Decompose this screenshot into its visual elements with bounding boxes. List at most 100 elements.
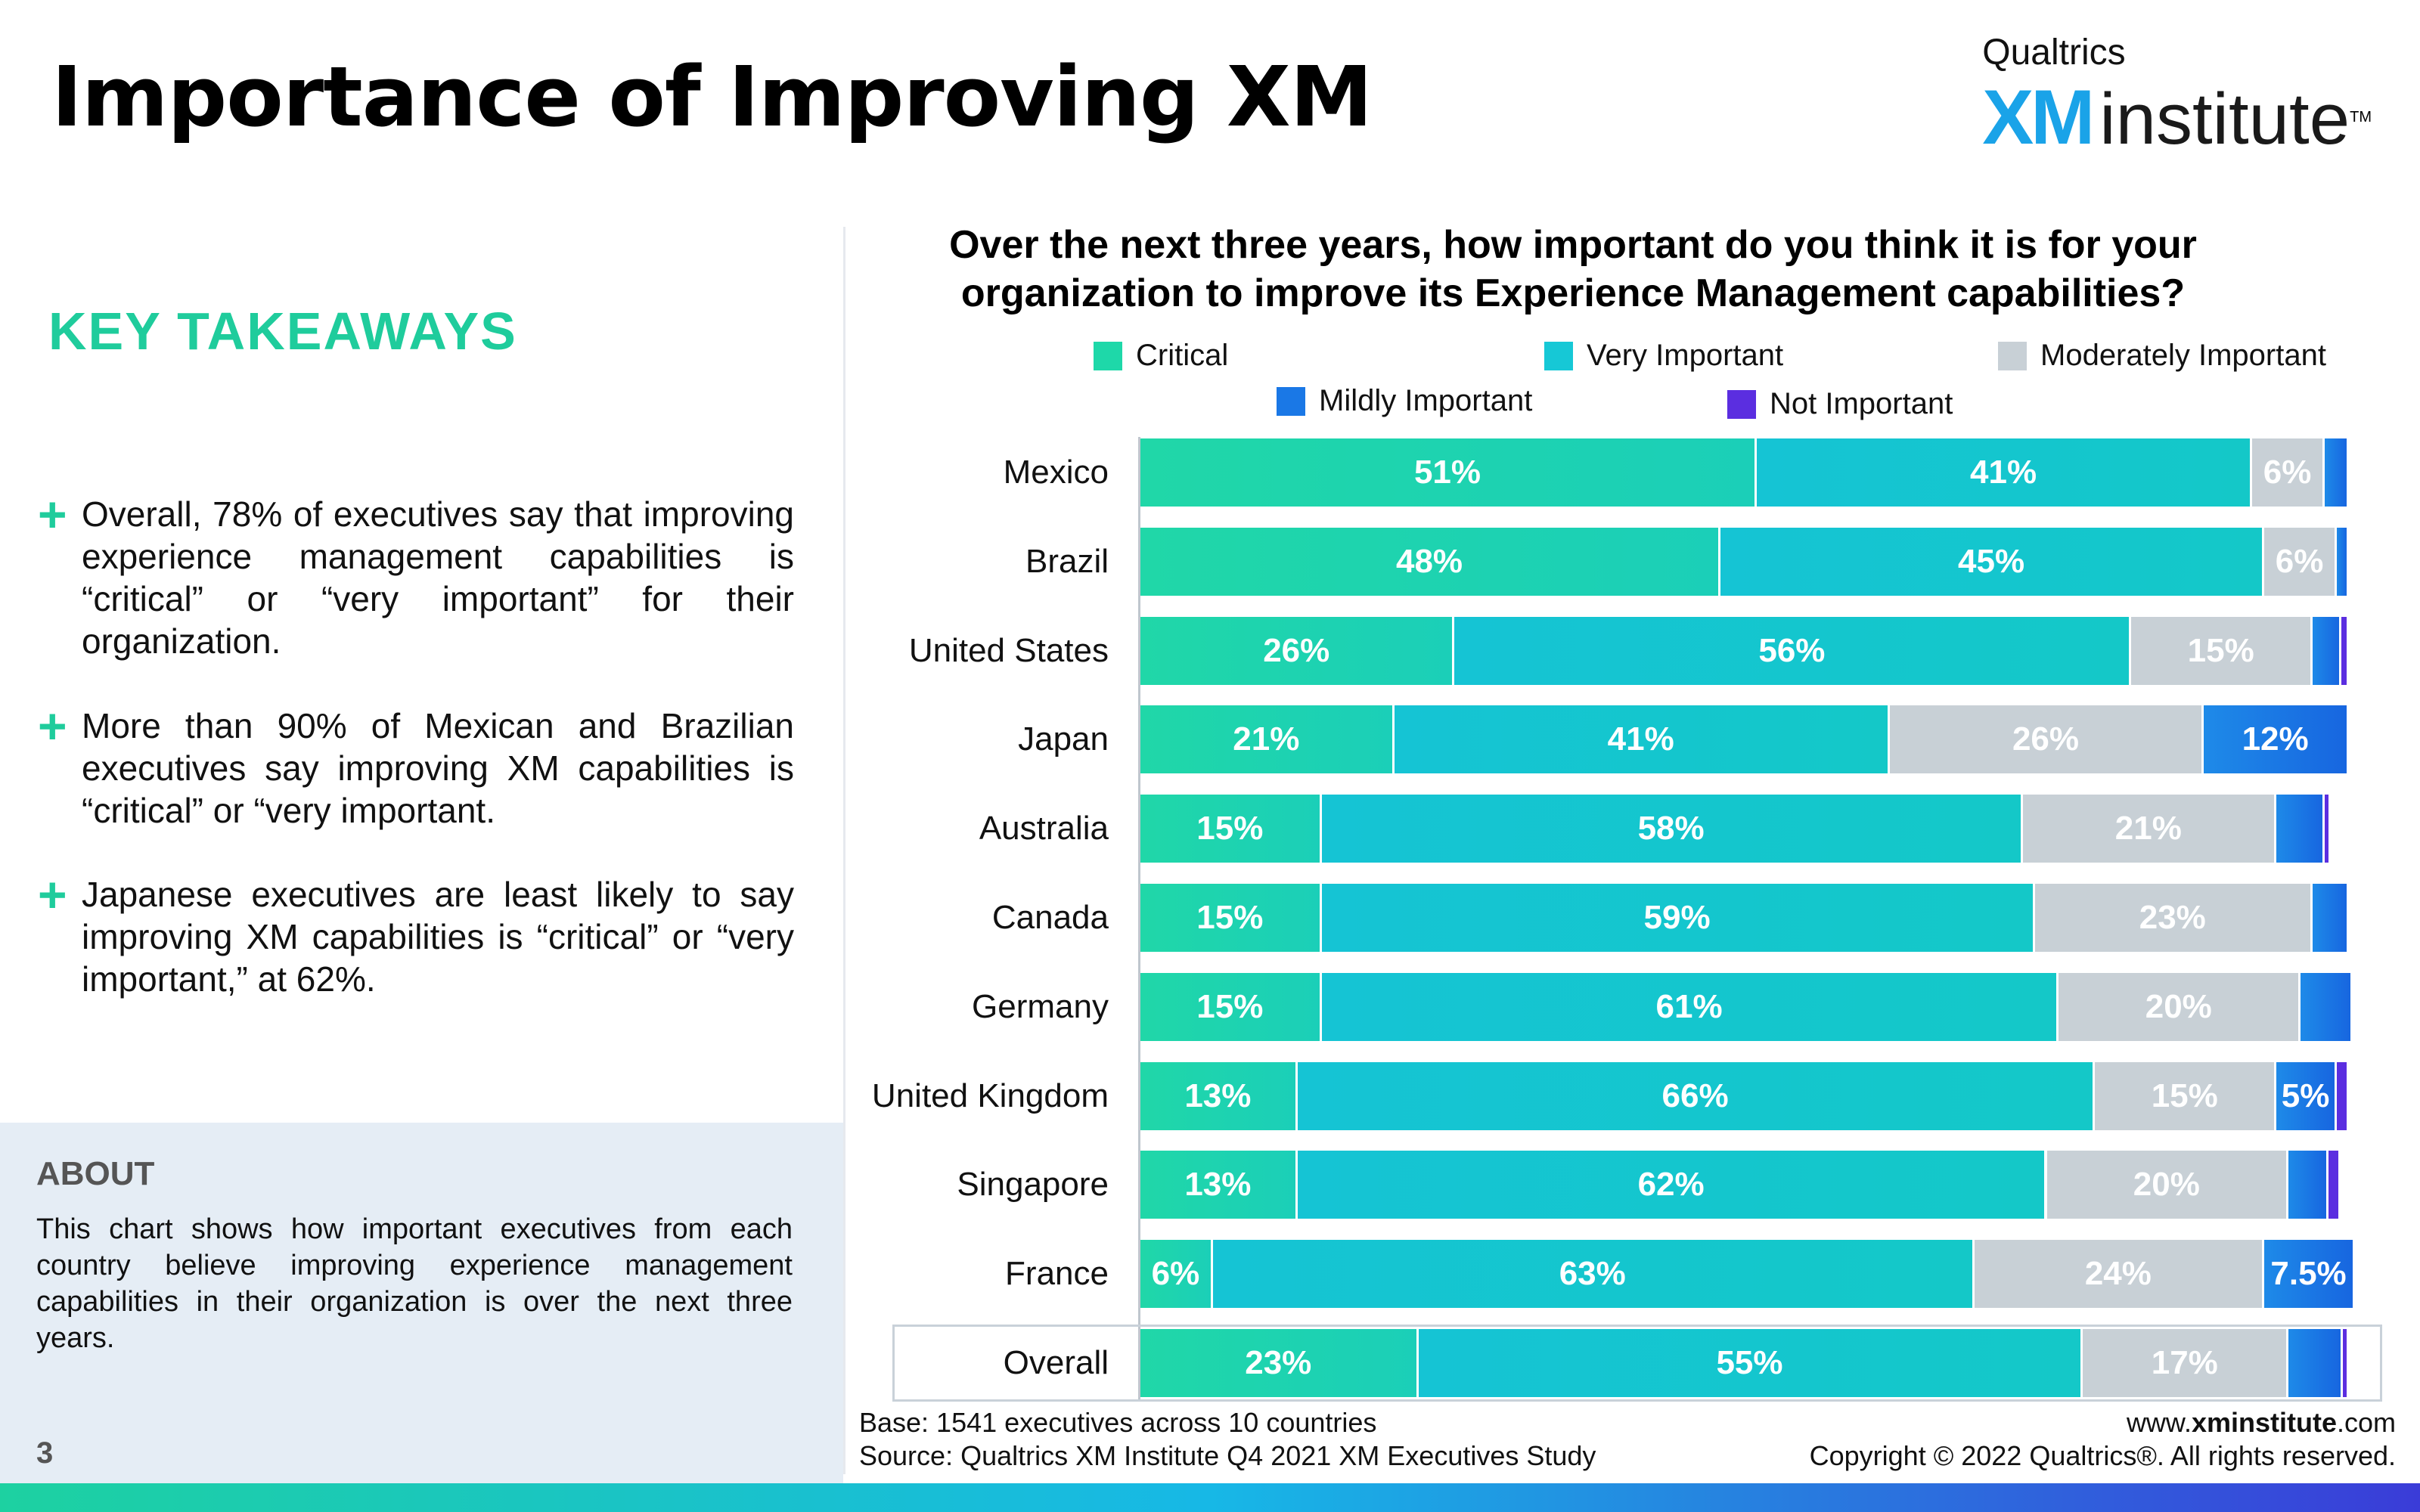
legend-swatch xyxy=(1094,341,1122,370)
bar-segment-very-important: 45% xyxy=(1720,527,2265,596)
category-label: United Kingdom xyxy=(871,1077,1109,1114)
data-label: 21% xyxy=(1233,720,1300,758)
legend-label: Moderately Important xyxy=(2040,339,2326,372)
plus-icon: + xyxy=(38,698,67,754)
data-label: 51% xyxy=(1413,454,1481,491)
data-label: 41% xyxy=(1970,454,2037,491)
bar-segment-very-important: 61% xyxy=(1321,972,2059,1041)
bar-segment-critical: 15% xyxy=(1140,884,1322,952)
bar-segment-moderately-important: 15% xyxy=(2095,1061,2277,1130)
data-label: 20% xyxy=(2133,1166,2200,1204)
bar-segment-very-important: 41% xyxy=(1394,705,1890,774)
bar-row: 13% 66% 15% 5% xyxy=(1140,1061,2349,1130)
legend-label: Critical xyxy=(1136,339,1229,372)
data-label: 6% xyxy=(1151,1255,1200,1293)
footer-url[interactable]: www.xminstitute.com xyxy=(1810,1406,2396,1439)
bar-segment-mildly-important xyxy=(2325,438,2349,507)
footer-right: www.xminstitute.com Copyright © 2022 Qua… xyxy=(1810,1406,2396,1473)
legend-item-very-important: Very Important xyxy=(1544,339,1783,373)
bar-segment-very-important: 63% xyxy=(1212,1240,1975,1309)
data-label: 55% xyxy=(1716,1344,1783,1381)
bar-segment-mildly-important: 12% xyxy=(2204,705,2349,774)
bar-row: 13% 62% 20% xyxy=(1140,1151,2349,1219)
data-label: 20% xyxy=(2145,987,2212,1025)
category-label: Brazil xyxy=(1025,542,1109,580)
bar-segment-moderately-important: 20% xyxy=(2059,972,2301,1041)
bar-segment-mildly-important xyxy=(2288,1151,2328,1219)
bar-row: 48% 45% 6% xyxy=(1140,527,2349,596)
footer-base: Base: 1541 executives across 10 countrie… xyxy=(859,1407,1377,1438)
legend-label: Very Important xyxy=(1587,339,1784,372)
bar-segment-critical: 23% xyxy=(1140,1329,1419,1397)
bar-row: 15% 61% 20% xyxy=(1140,972,2353,1041)
data-label: 17% xyxy=(2151,1344,2218,1381)
logo-tm: TM xyxy=(2350,109,2372,125)
data-label: 13% xyxy=(1184,1166,1252,1204)
bar-segment-moderately-important: 24% xyxy=(1974,1240,2265,1309)
bar-segment-mildly-important xyxy=(2288,1329,2343,1397)
plus-icon: + xyxy=(38,866,67,922)
bar-segment-mildly-important: 7.5% xyxy=(2264,1240,2355,1309)
category-label: United States xyxy=(908,631,1109,669)
data-label: 24% xyxy=(2084,1255,2152,1293)
overall-highlight-box xyxy=(892,1325,2382,1402)
data-label: 15% xyxy=(2151,1077,2218,1114)
data-label: 15% xyxy=(1196,810,1264,847)
data-label: 62% xyxy=(1637,1166,1705,1204)
data-label: 7.5% xyxy=(2270,1255,2347,1293)
legend-item-critical: Critical xyxy=(1094,339,1228,373)
bar-segment-very-important: 56% xyxy=(1454,616,2132,685)
bar-row: 6% 63% 24% 7.5% xyxy=(1140,1240,2355,1309)
bar-segment-mildly-important xyxy=(2301,972,2353,1041)
data-label: 26% xyxy=(2012,720,2080,758)
data-label: 15% xyxy=(2187,631,2254,669)
legend-swatch xyxy=(1998,341,2027,370)
legend-swatch xyxy=(1727,389,1756,419)
bar-segment-critical: 51% xyxy=(1140,438,1757,507)
category-label: France xyxy=(1005,1255,1109,1293)
data-label: 21% xyxy=(2114,810,2182,847)
bar-segment-critical: 21% xyxy=(1140,705,1395,774)
data-label: 26% xyxy=(1263,631,1330,669)
bar-row: 15% 58% 21% xyxy=(1140,795,2349,863)
bar-row: 51% 41% 6% xyxy=(1140,438,2349,507)
data-label: 5% xyxy=(2281,1077,2330,1114)
category-label: Mexico xyxy=(1003,454,1109,491)
bar-segment-mildly-important: 5% xyxy=(2276,1061,2337,1130)
page-number: 3 xyxy=(36,1436,54,1470)
category-label: Japan xyxy=(1018,720,1109,758)
bar-segment-critical: 13% xyxy=(1140,1061,1298,1130)
logo-wordmark: XM instituteTM xyxy=(1982,76,2372,182)
bar-segment-critical: 13% xyxy=(1140,1151,1298,1219)
takeaway-text: Japanese executives are least likely to … xyxy=(82,875,794,999)
bar-segment-critical: 15% xyxy=(1140,795,1322,863)
bar-segment-very-important: 66% xyxy=(1297,1061,2096,1130)
footer-url-bold: xminstitute xyxy=(2191,1407,2337,1438)
chart-axis-line xyxy=(1138,437,1140,1402)
bar-segment-critical: 6% xyxy=(1140,1240,1213,1309)
key-takeaways-heading: KEY TAKEAWAYS xyxy=(48,302,517,361)
bar-segment-not-important xyxy=(2325,795,2332,863)
data-label: 12% xyxy=(2242,720,2309,758)
bar-segment-moderately-important: 26% xyxy=(1889,705,2204,774)
bar-segment-moderately-important: 17% xyxy=(2083,1329,2289,1397)
logo-brand: Qualtrics xyxy=(1982,33,2126,73)
bar-segment-moderately-important: 6% xyxy=(2264,527,2337,596)
takeaway-item: + Japanese executives are least likely t… xyxy=(38,866,794,1000)
logo-xm: XM xyxy=(1982,74,2095,160)
bar-segment-not-important xyxy=(2328,1151,2341,1219)
data-label: 13% xyxy=(1184,1077,1252,1114)
bar-segment-very-important: 58% xyxy=(1321,795,2023,863)
footer-source: Source: Qualtrics XM Institute Q4 2021 X… xyxy=(859,1440,1596,1471)
data-label: 63% xyxy=(1559,1255,1626,1293)
data-label: 15% xyxy=(1196,899,1264,936)
logo-institute: institute xyxy=(2099,79,2350,160)
about-panel xyxy=(0,1123,843,1484)
bar-segment-critical: 48% xyxy=(1140,527,1721,596)
legend-item-mildly-important: Mildly Important xyxy=(1277,384,1532,418)
data-label: 48% xyxy=(1395,542,1463,580)
bar-segment-mildly-important xyxy=(2276,795,2325,863)
takeaway-item: + Overall, 78% of executives say that im… xyxy=(38,489,794,662)
legend-item-moderately-important: Moderately Important xyxy=(1998,339,2326,373)
column-divider xyxy=(843,227,845,1474)
